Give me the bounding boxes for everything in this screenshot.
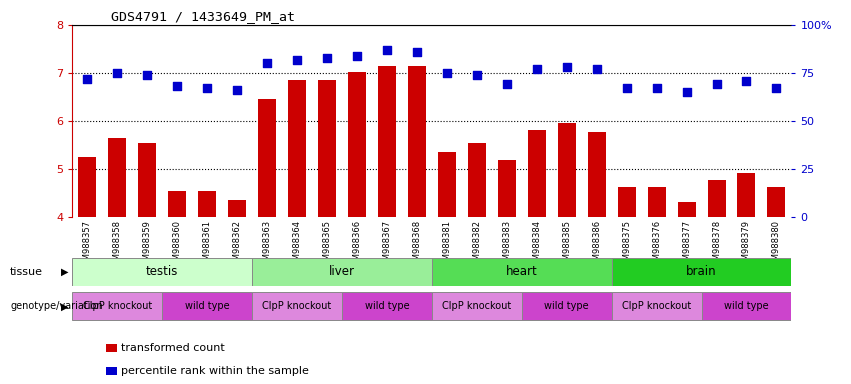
Text: GDS4791 / 1433649_PM_at: GDS4791 / 1433649_PM_at (111, 10, 294, 23)
Point (231, 87, 244, 93)
Point (350, 53, 363, 59)
Bar (318, 80, 336, 217)
Bar (588, 132, 606, 217)
Point (740, 78, 753, 84)
Point (500, 81, 514, 88)
Bar (348, 72, 366, 217)
Point (320, 55, 334, 61)
Bar (163, 293, 252, 320)
Bar (431, 258, 612, 286)
Bar (438, 152, 456, 217)
Bar (612, 293, 701, 320)
Text: brain: brain (686, 265, 717, 278)
Text: testis: testis (146, 265, 179, 278)
Bar (72, 293, 163, 320)
Bar (648, 187, 665, 217)
Bar (431, 293, 522, 320)
Text: ▶: ▶ (61, 301, 69, 311)
Bar (228, 200, 246, 217)
Bar (378, 66, 396, 217)
Bar (522, 293, 612, 320)
Point (200, 85, 214, 91)
Text: wild type: wild type (185, 301, 230, 311)
Bar (252, 258, 431, 286)
Bar (701, 293, 791, 320)
Bar (138, 142, 157, 217)
Point (560, 64, 574, 70)
Bar (468, 142, 486, 217)
Bar (342, 293, 431, 320)
Bar (528, 130, 545, 217)
Point (710, 81, 723, 88)
Point (620, 85, 633, 91)
Point (380, 47, 394, 53)
Point (170, 83, 184, 89)
Bar (258, 99, 276, 217)
Text: heart: heart (505, 265, 538, 278)
Point (260, 60, 274, 66)
Bar (677, 202, 695, 217)
Bar (408, 66, 426, 217)
Text: genotype/variation: genotype/variation (10, 301, 103, 311)
Point (81, 76, 94, 82)
Text: tissue: tissue (10, 267, 43, 277)
Point (650, 85, 664, 91)
Bar (612, 258, 791, 286)
Bar (78, 157, 96, 217)
Point (440, 70, 454, 76)
Bar (108, 138, 126, 217)
Text: liver: liver (329, 265, 355, 278)
Point (470, 72, 483, 78)
Point (530, 66, 544, 72)
Point (111, 70, 124, 76)
Point (140, 72, 154, 78)
Bar (288, 80, 306, 217)
Bar (252, 293, 342, 320)
Bar (198, 190, 216, 217)
Bar (618, 187, 636, 217)
Point (769, 85, 783, 91)
Bar (72, 258, 252, 286)
Text: percentile rank within the sample: percentile rank within the sample (121, 366, 309, 376)
Text: ClpP knockout: ClpP knockout (83, 301, 151, 311)
Point (290, 56, 304, 63)
Text: ClpP knockout: ClpP knockout (443, 301, 511, 311)
Bar (498, 161, 516, 217)
Point (410, 49, 424, 55)
Bar (557, 123, 575, 217)
Point (680, 89, 694, 95)
Text: ClpP knockout: ClpP knockout (262, 301, 332, 311)
Text: wild type: wild type (545, 301, 589, 311)
Point (590, 66, 603, 72)
Bar (168, 190, 186, 217)
Text: wild type: wild type (364, 301, 409, 311)
Bar (738, 173, 756, 217)
Text: ▶: ▶ (61, 267, 69, 277)
Text: ClpP knockout: ClpP knockout (622, 301, 691, 311)
Text: wild type: wild type (724, 301, 768, 311)
Text: transformed count: transformed count (121, 343, 225, 353)
Bar (768, 187, 785, 217)
Bar (707, 180, 726, 217)
